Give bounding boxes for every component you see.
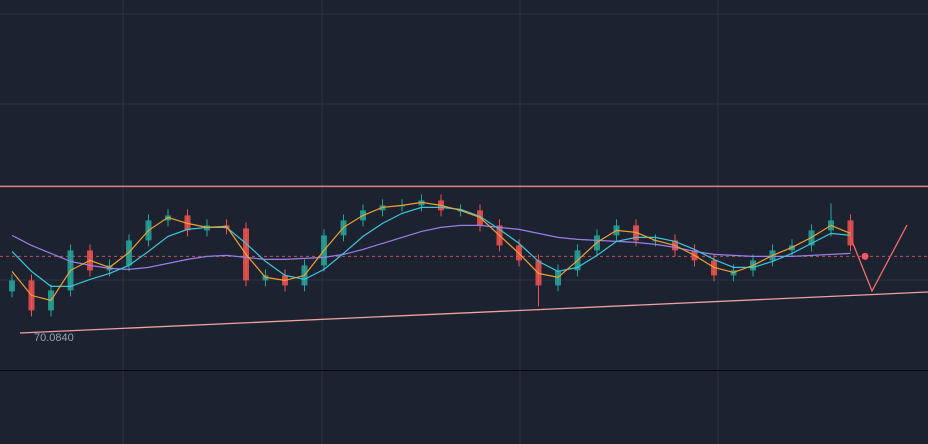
support-label: 70.0840 bbox=[34, 332, 74, 344]
moving-average bbox=[11, 201, 851, 302]
last-price-dot bbox=[861, 252, 869, 260]
moving-average bbox=[11, 224, 851, 271]
candle-body bbox=[9, 280, 15, 292]
forecast-drawing bbox=[849, 224, 908, 293]
support-line bbox=[19, 291, 928, 334]
moving-average bbox=[11, 206, 851, 287]
